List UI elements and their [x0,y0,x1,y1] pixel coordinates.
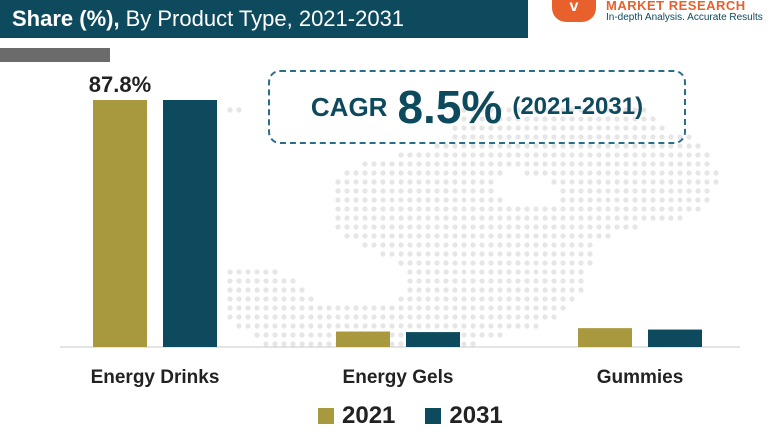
data-label: 87.8% [89,72,151,97]
legend-item-2031: 2031 [425,402,503,430]
cagr-period: (2021-2031) [512,93,644,120]
category-label: Gummies [597,367,684,388]
legend-label-2021: 2021 [342,402,396,429]
brand-logo: v MARKET RESEARCH In-depth Analysis. Acc… [552,0,780,30]
label-group: Energy Drinks Energy Gels Gummies 87.8% [89,72,683,388]
chart-title-bar: Share (%), By Product Type, 2021-2031 [0,0,528,38]
bar-gummies-2021 [578,328,632,347]
legend-item-2021: 2021 [318,402,395,430]
cagr-value: 8.5% [397,81,503,133]
bar-energy-drinks-2031 [163,100,217,347]
bar-energy-drinks-2021 [93,100,147,347]
legend: 2021 2031 [318,402,503,430]
logo-tagline: In-depth Analysis. Accurate Results [606,12,763,23]
legend-swatch-2031 [425,408,442,424]
category-label: Energy Gels [343,367,454,388]
cagr-label: CAGR [310,91,388,122]
chart-title-bold: Share (%), [12,6,120,31]
bar-gummies-2031 [648,329,702,347]
chart-title-rest: By Product Type, 2021-2031 [125,6,405,31]
logo-name: MARKET RESEARCH [606,0,746,13]
bar-energy-gels-2031 [406,332,460,347]
decorative-rule [0,48,110,62]
legend-swatch-2021 [318,408,334,424]
cagr-callout: CAGR 8.5% (2021-2031) [268,70,686,144]
bar-energy-gels-2021 [336,331,390,347]
bar-group [93,100,702,347]
legend-label-2031: 2031 [449,402,503,429]
category-label: Energy Drinks [91,367,220,388]
logo-mark-icon: v [552,0,596,22]
